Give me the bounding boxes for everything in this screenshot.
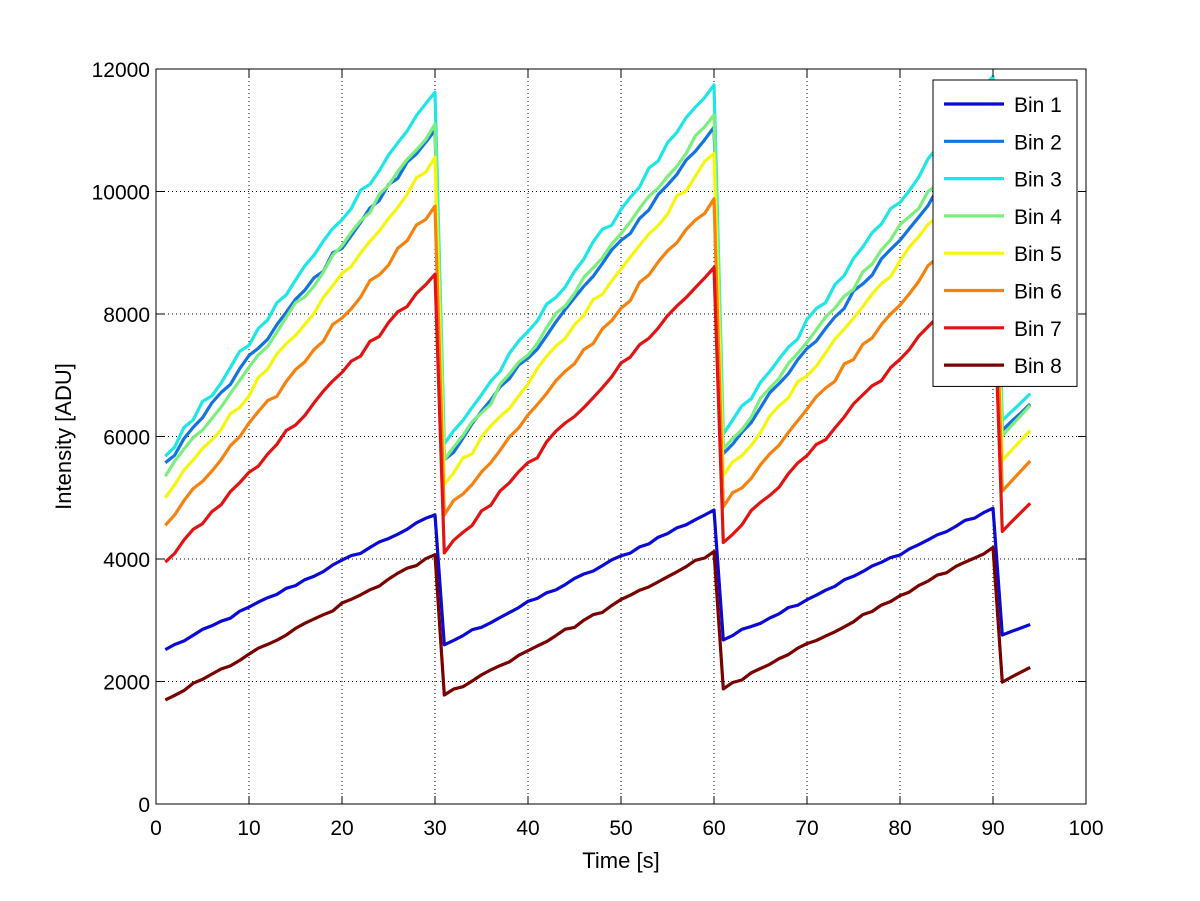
x-tick-label: 90 <box>981 817 1004 840</box>
legend: Bin 1 Bin 2 Bin 3 Bin 4 Bin 5 Bin 6 Bin 7 Bin 8 <box>932 79 1078 387</box>
series-line-bin-4 <box>163 110 1032 478</box>
series-line-bin-7 <box>164 260 1032 564</box>
legend-label: Bin 6 <box>1014 281 1062 304</box>
series-line-bin-3 <box>164 74 1032 458</box>
grid <box>156 69 1086 804</box>
x-axis-label: Time [s] <box>582 848 659 873</box>
legend-label: Bin 5 <box>1014 243 1062 266</box>
y-tick-label: 8000 <box>103 304 150 327</box>
legend-label: Bin 1 <box>1014 94 1062 117</box>
y-tick-label: 2000 <box>103 672 150 695</box>
legend-label: Bin 3 <box>1014 169 1062 192</box>
y-tick-label: 12000 <box>92 59 150 82</box>
series-line-bin-8 <box>164 545 1031 702</box>
y-tick-label: 6000 <box>103 427 150 450</box>
series-line-bin-6 <box>164 192 1032 527</box>
series-lines <box>163 74 1032 702</box>
y-tick-label: 10000 <box>92 182 150 205</box>
legend-label: Bin 4 <box>1014 206 1062 229</box>
x-tick-label: 10 <box>237 817 260 840</box>
x-tick-label: 100 <box>1068 817 1103 840</box>
y-axis-label: Intensity [ADU] <box>51 363 76 510</box>
x-tick-label: 30 <box>423 817 446 840</box>
series-line-bin-1 <box>164 506 1031 652</box>
x-tick-label: 0 <box>150 817 162 840</box>
legend-label: Bin 8 <box>1014 355 1062 378</box>
x-tick-label: 60 <box>702 817 725 840</box>
x-tick-label: 50 <box>609 817 632 840</box>
x-tick-label: 40 <box>516 817 539 840</box>
x-tick-label: 20 <box>330 817 353 840</box>
x-tick-label: 70 <box>795 817 818 840</box>
series-line-bin-5 <box>164 147 1032 499</box>
series-line-bin-2 <box>164 121 1032 465</box>
legend-label: Bin 2 <box>1014 131 1062 154</box>
legend-label: Bin 7 <box>1014 318 1062 341</box>
y-tick-label: 0 <box>138 794 150 817</box>
x-tick-label: 80 <box>888 817 911 840</box>
legend-box <box>932 79 1078 387</box>
y-tick-label: 4000 <box>103 549 150 572</box>
axis-ticks: 0 10 20 30 40 50 60 70 80 90 100 0 2000 4000 6000 8000 1… <box>92 59 1104 840</box>
